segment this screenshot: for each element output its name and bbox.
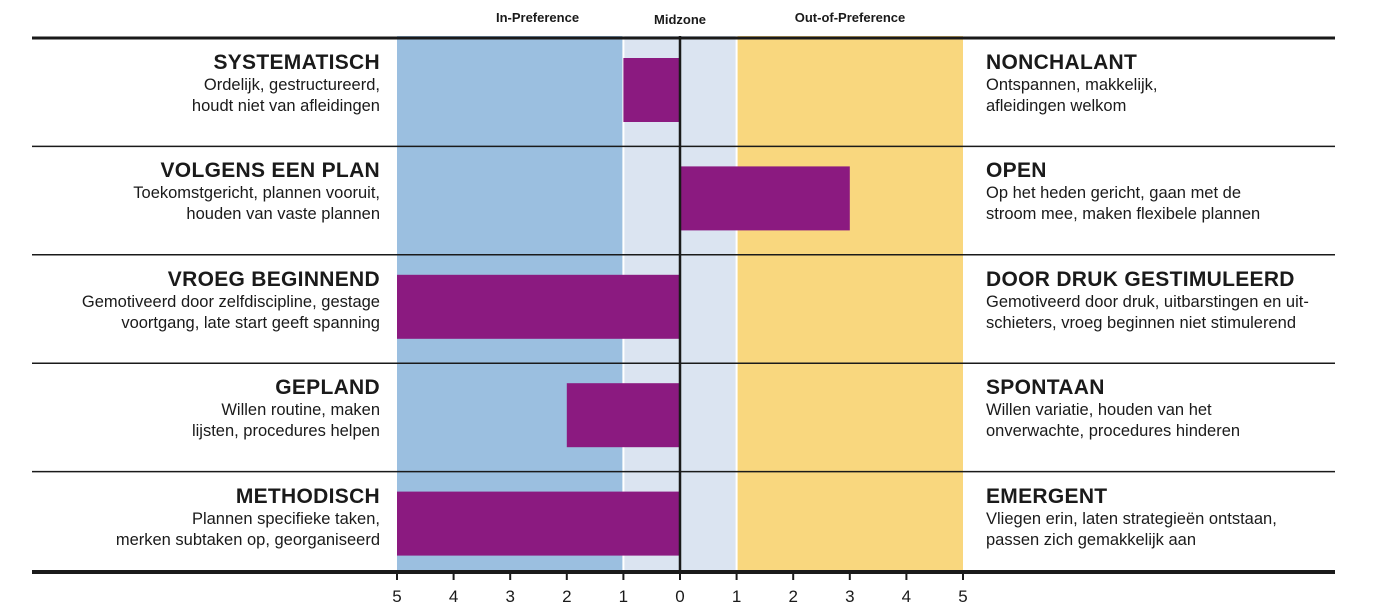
row-left-label: VOLGENS EEN PLAN Toekomstgericht, plannen… xyxy=(0,159,380,225)
row-right-desc: stroom mee, maken flexibele plannen xyxy=(986,205,1261,224)
row-left-desc: houden van vaste plannen xyxy=(186,205,380,224)
row-right-desc: passen zich gemakkelijk aan xyxy=(986,530,1197,549)
row-left-desc: lijsten, procedures helpen xyxy=(191,422,380,441)
row-left-title: VOLGENS EEN PLAN xyxy=(160,159,380,183)
tick-label: 3 xyxy=(505,587,514,606)
zone-label-in-preference: In-Preference xyxy=(495,10,580,25)
row-left-desc: Willen routine, maken xyxy=(221,401,380,420)
row-left-desc: Ordelijk, gestructureerd, xyxy=(203,76,380,94)
bar xyxy=(397,274,680,339)
row-right-title: OPEN xyxy=(986,159,1047,183)
row-right-label: SPONTAAN Willen variatie, houden van het o… xyxy=(986,376,1386,442)
row-left-desc: voortgang, late start geeft spanning xyxy=(121,313,380,332)
row-right-title: EMERGENT xyxy=(986,484,1108,508)
row-left-desc: merken subtaken op, georganiseerd xyxy=(115,530,380,549)
tick-label: 5 xyxy=(392,587,401,606)
row-right-desc: Ontspannen, makkelijk, xyxy=(986,76,1158,94)
row-left-label: METHODISCH Plannen specifieke taken, merke… xyxy=(0,485,380,551)
tick-label: 4 xyxy=(449,587,458,606)
row-right-desc: schieters, vroeg beginnen niet stimulere… xyxy=(986,313,1297,332)
zone-label-midzone: Midzone xyxy=(654,12,706,27)
row-left-title: VROEG BEGINNEND xyxy=(167,267,380,291)
tick-label: 2 xyxy=(788,587,797,606)
row-left-desc: houdt niet van afleidingen xyxy=(191,97,380,115)
row-right-desc: Willen variatie, houden van het xyxy=(986,401,1212,420)
zone-label-out-of-preference: Out-of-Preference xyxy=(794,10,906,25)
row-left-title: METHODISCH xyxy=(235,484,380,508)
row-left-label: SYSTEMATISCH Ordelijk, gestructureerd, hou… xyxy=(0,51,380,117)
row-right-label: NONCHALANT Ontspannen, makkelijk, afleidin… xyxy=(986,51,1386,117)
row-left-label: GEPLAND Willen routine, maken lijsten, pro… xyxy=(0,376,380,442)
row-right-label: EMERGENT Vliegen erin, laten strategieën … xyxy=(986,485,1386,551)
tick-label: 1 xyxy=(732,587,741,606)
row-right-label: DOOR DRUK GESTIMULEERD Gemotiveerd door d… xyxy=(986,268,1386,334)
row-left-desc: Plannen specifieke taken, xyxy=(191,509,380,528)
row-left-desc: Gemotiveerd door zelfdiscipline, gestage xyxy=(81,292,380,311)
row-right-desc: afleidingen welkom xyxy=(986,97,1127,115)
zone-out-of-preference xyxy=(736,36,963,572)
row-left-title: SYSTEMATISCH xyxy=(213,51,380,74)
row-left-label: VROEG BEGINNEND Gemotiveerd door zelfdisc… xyxy=(0,268,380,334)
bar xyxy=(680,166,850,231)
row-right-title: NONCHALANT xyxy=(986,51,1138,74)
bar xyxy=(623,58,680,122)
row-right-title: SPONTAAN xyxy=(986,376,1105,400)
tick-label: 0 xyxy=(675,587,684,606)
tick-label: 2 xyxy=(562,587,571,606)
bar xyxy=(397,491,680,556)
row-right-desc: Vliegen erin, laten strategieën ontstaan… xyxy=(986,509,1277,528)
row-right-desc: onverwachte, procedures hinderen xyxy=(986,422,1241,441)
tick-label: 5 xyxy=(958,587,967,606)
tick-label: 3 xyxy=(845,587,854,606)
bar xyxy=(566,383,680,448)
row-right-label: OPEN Op het heden gericht, gaan met de str… xyxy=(986,159,1386,225)
row-left-title: GEPLAND xyxy=(275,376,380,400)
row-right-desc: Gemotiveerd door druk, uitbarstingen en … xyxy=(986,292,1309,311)
row-right-title: DOOR DRUK GESTIMULEERD xyxy=(986,267,1295,291)
tick-label: 4 xyxy=(902,587,911,606)
row-left-desc: Toekomstgericht, plannen vooruit, xyxy=(133,184,380,203)
tick-label: 1 xyxy=(619,587,628,606)
row-right-desc: Op het heden gericht, gaan met de xyxy=(986,184,1242,203)
